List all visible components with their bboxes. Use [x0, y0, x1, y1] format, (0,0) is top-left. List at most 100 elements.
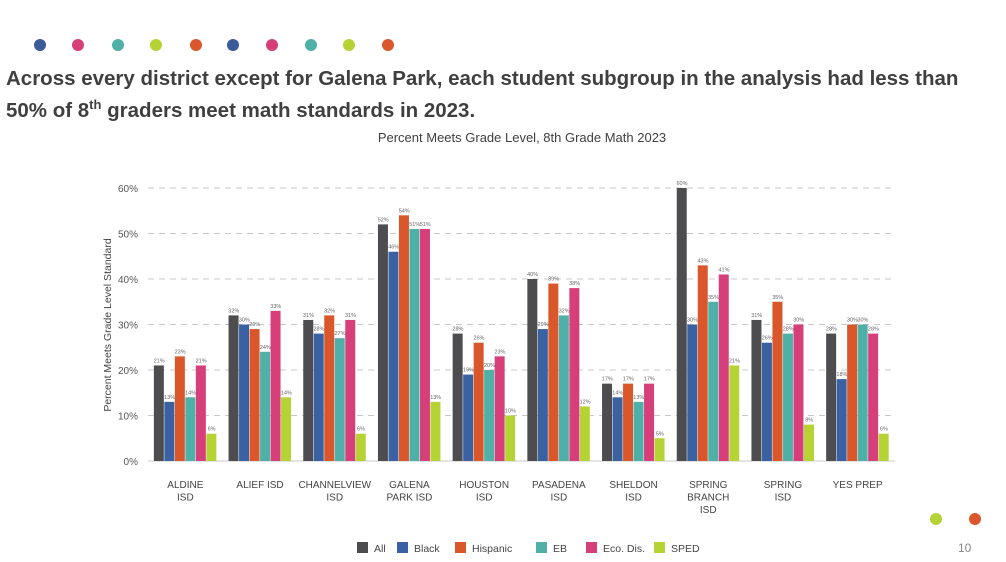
bar-black [836, 379, 847, 461]
page-title: Across every district except for Galena … [6, 66, 996, 124]
data-label: 6% [880, 427, 888, 433]
bar-eco-dis- [718, 274, 729, 461]
data-label: 13% [430, 395, 441, 401]
bar-eb [260, 351, 271, 461]
data-label: 10% [505, 409, 516, 415]
data-label: 31% [345, 313, 356, 319]
decor-dot [112, 39, 124, 51]
bar-sped [654, 438, 665, 461]
x-tick-label: BRANCH [687, 493, 729, 504]
data-label: 14% [185, 390, 196, 396]
bar-hispanic [174, 356, 185, 461]
data-label: 18% [836, 372, 847, 378]
data-label: 39% [548, 277, 559, 283]
bar-eb [708, 301, 719, 461]
data-label: 21% [154, 358, 165, 364]
bar-eco-dis- [868, 333, 879, 461]
data-label: 13% [164, 395, 175, 401]
data-label: 12% [580, 399, 591, 405]
x-tick-label: YES PREP [833, 480, 883, 491]
bar-black [239, 324, 250, 461]
bar-black [388, 251, 399, 461]
data-label: 14% [612, 390, 623, 396]
bar-eco-dis- [494, 356, 505, 461]
decor-dot [266, 39, 278, 51]
x-tick-label: HOUSTON [459, 480, 509, 491]
bar-eco-dis- [419, 228, 430, 461]
data-label: 28% [452, 327, 463, 333]
data-label: 33% [270, 304, 281, 310]
data-label: 35% [708, 295, 719, 301]
y-tick-label: 40% [118, 275, 138, 286]
bar-hispanic [623, 383, 634, 461]
title-text-end: graders meet math standards in 2023. [101, 98, 476, 122]
x-tick-label: PASADENA [532, 480, 586, 491]
data-label: 21% [196, 358, 207, 364]
legend-swatch [586, 542, 597, 553]
bar-sped [281, 397, 292, 461]
bar-all [452, 333, 463, 461]
bar-eb [633, 401, 644, 461]
data-label: 31% [303, 313, 314, 319]
data-label: 17% [623, 377, 634, 383]
bar-hispanic [249, 329, 260, 461]
bar-all [826, 333, 837, 461]
data-label: 30% [857, 318, 868, 324]
bar-hispanic [772, 301, 783, 461]
legend-swatch [536, 542, 547, 553]
data-label: 14% [281, 390, 292, 396]
bar-eco-dis- [793, 324, 804, 461]
data-label: 13% [633, 395, 644, 401]
bar-eco-dis- [270, 310, 281, 461]
x-tick-label: ISD [775, 493, 792, 504]
legend-swatch [455, 542, 466, 553]
bar-sped [803, 424, 814, 461]
bar-eb [334, 338, 345, 461]
legend-swatch [397, 542, 408, 553]
y-axis-label: Percent Meets Grade Level Standard [102, 238, 114, 412]
bar-black [761, 342, 772, 461]
bar-eb [857, 324, 868, 461]
x-tick-label: ISD [700, 505, 717, 516]
bar-black [463, 374, 474, 461]
data-label: 51% [420, 222, 431, 228]
legend-label: Hispanic [472, 543, 512, 555]
data-label: 30% [793, 318, 804, 324]
data-label: 35% [772, 295, 783, 301]
x-tick-label: SPRING [764, 480, 803, 491]
data-label: 40% [527, 272, 538, 278]
bar-sped [355, 433, 366, 461]
decor-dot [343, 39, 355, 51]
bar-sped [206, 433, 217, 461]
x-tick-label: ISD [625, 493, 642, 504]
data-label: 24% [260, 345, 271, 351]
x-tick-label: PARK ISD [386, 493, 432, 504]
data-label: 28% [313, 327, 324, 333]
bar-eco-dis- [569, 288, 580, 461]
x-tick-label: ALIEF ISD [236, 480, 283, 491]
x-tick-label: SPRING [689, 480, 728, 491]
data-label: 60% [676, 181, 687, 187]
bar-all [153, 365, 164, 461]
decor-dot [72, 39, 84, 51]
legend-swatch [654, 542, 665, 553]
data-label: 5% [656, 431, 664, 437]
data-label: 23% [175, 349, 186, 355]
x-tick-label: ISD [476, 493, 493, 504]
legend-label: Black [414, 543, 440, 555]
data-label: 28% [826, 327, 837, 333]
data-label: 29% [538, 322, 549, 328]
x-tick-label: ISD [177, 493, 194, 504]
bar-sped [430, 401, 441, 461]
bar-eb [484, 370, 495, 461]
data-label: 26% [762, 336, 773, 342]
legend-swatch [357, 542, 368, 553]
title-superscript: th [89, 97, 102, 112]
bar-sped [878, 433, 889, 461]
bar-eb [409, 228, 420, 461]
decor-dot [227, 39, 239, 51]
legend-label: SPED [671, 543, 700, 555]
data-label: 54% [399, 208, 410, 214]
data-label: 32% [228, 308, 239, 314]
